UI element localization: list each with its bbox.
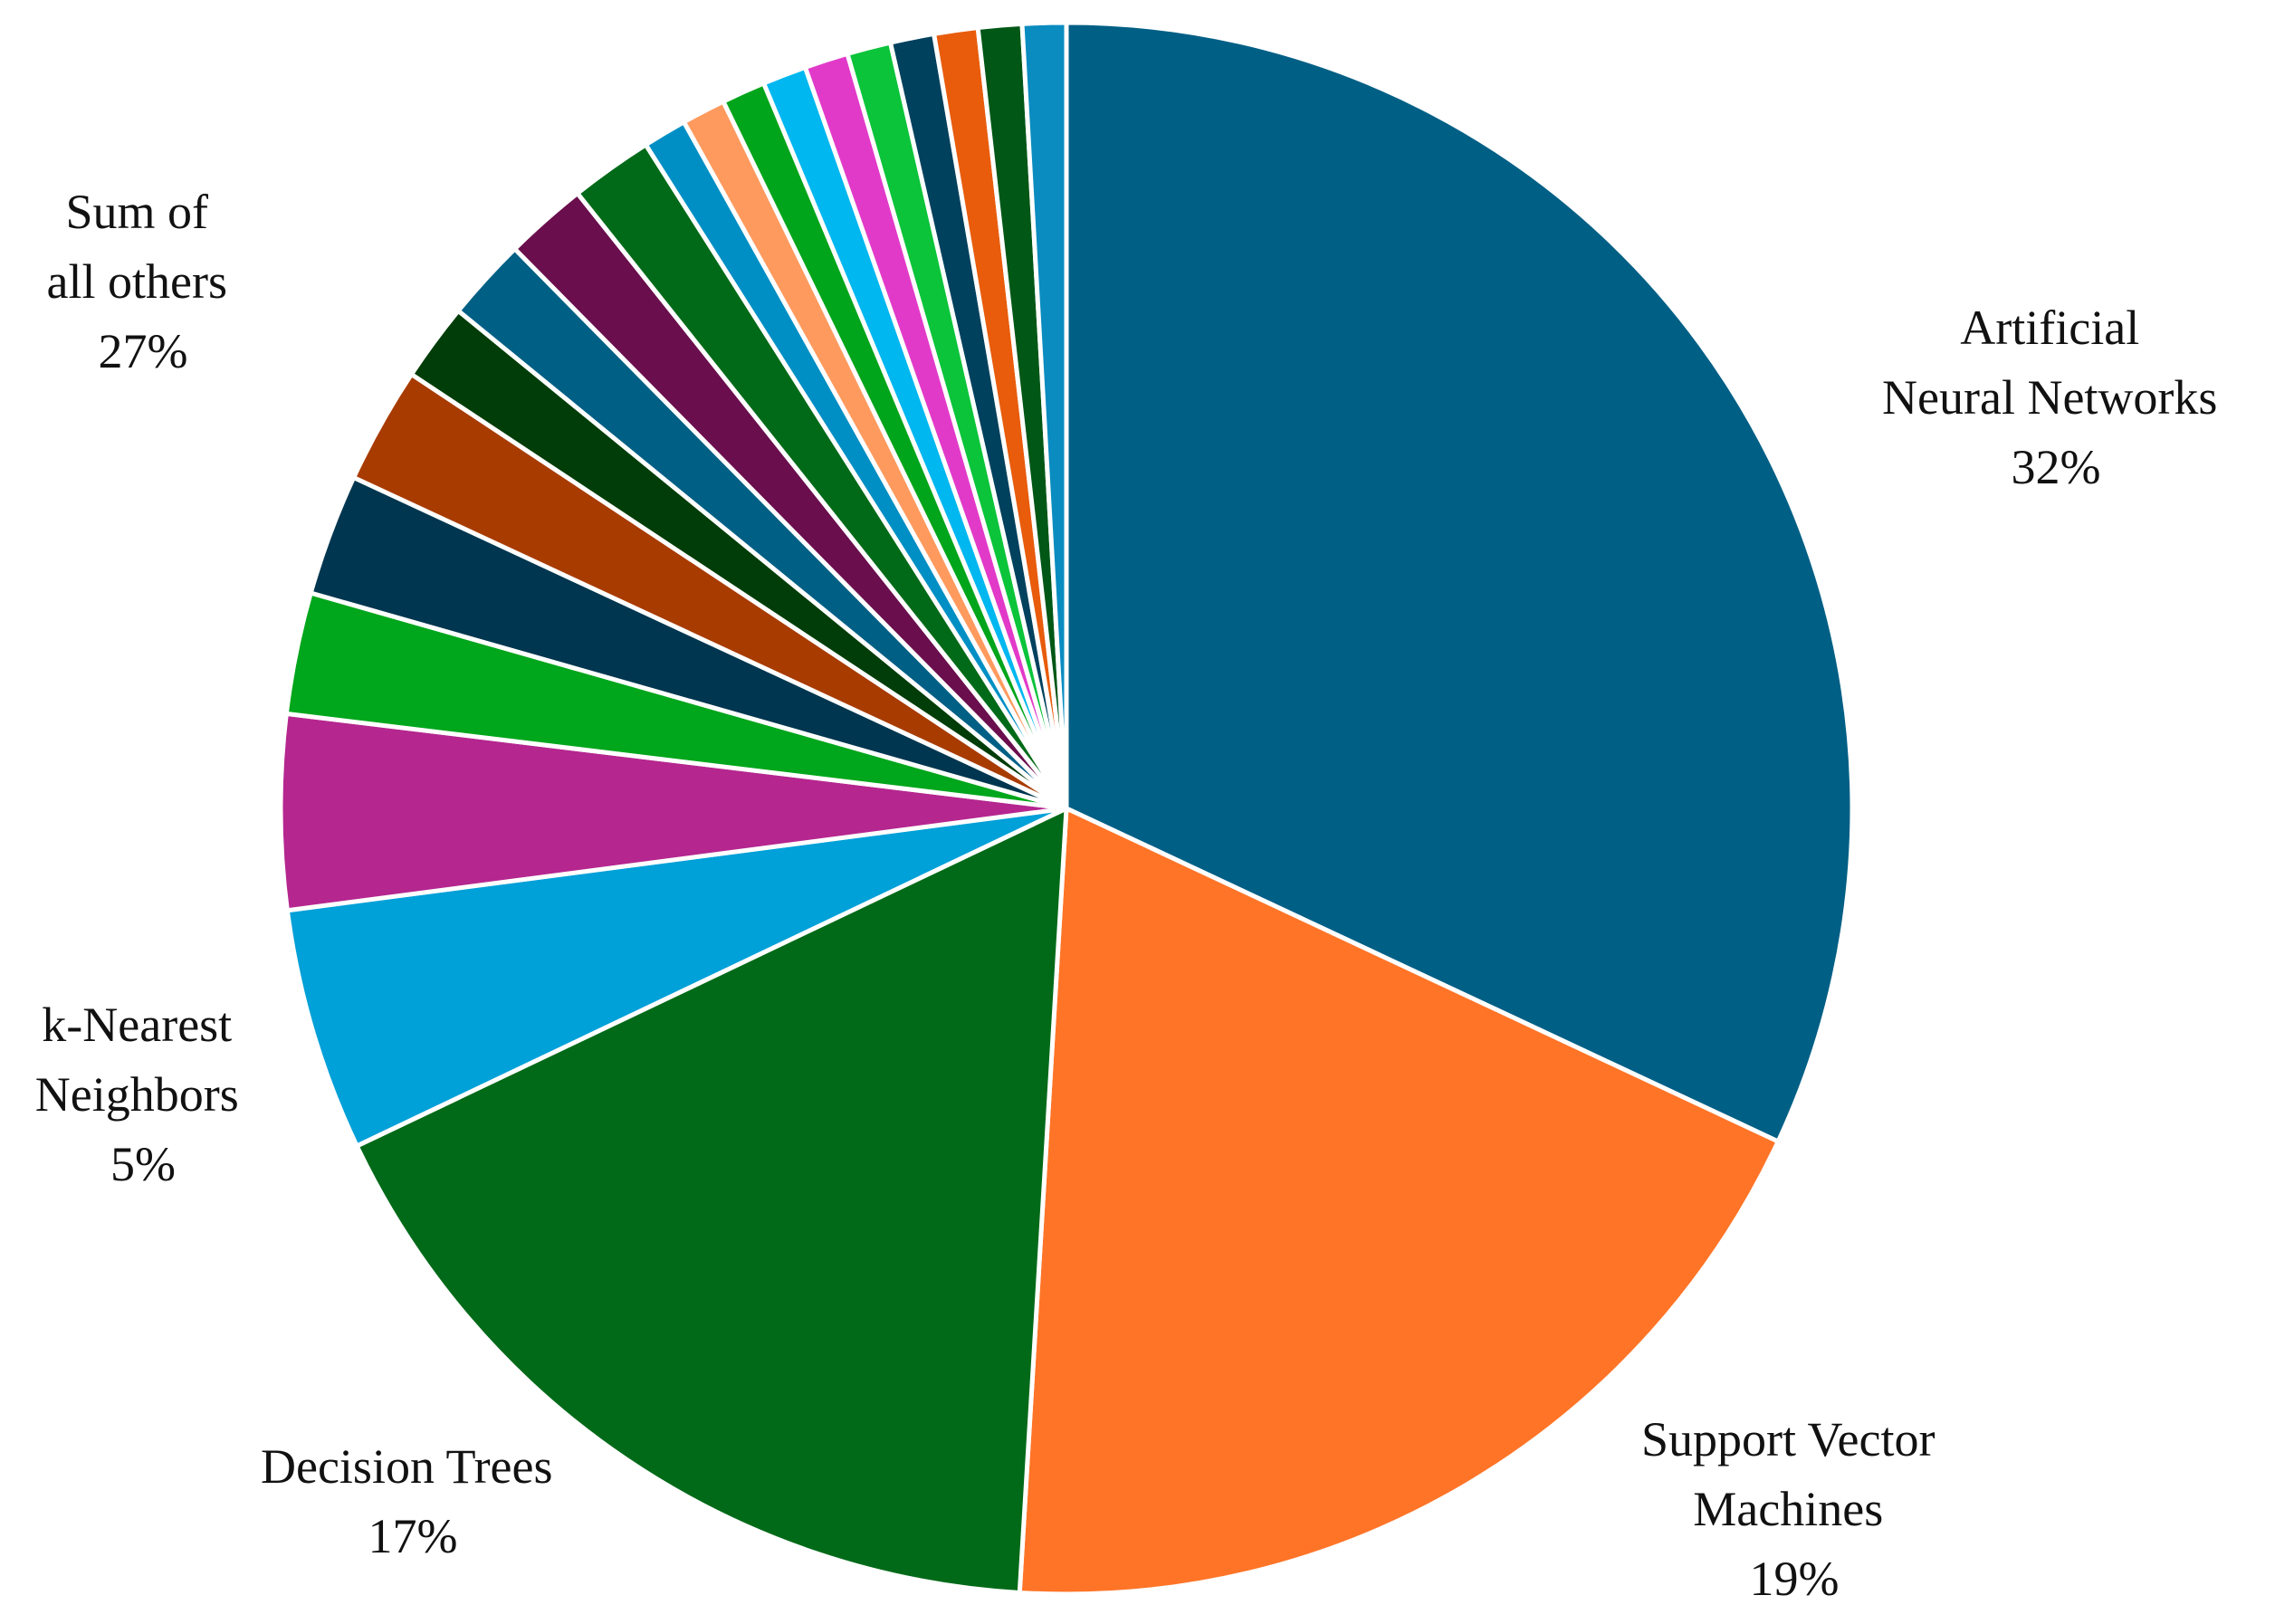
label-decision-trees: Decision Trees 17%	[261, 1439, 565, 1563]
pie-slice-k-nearest-neighbors	[284, 806, 1069, 1149]
pie-slice-artificial-neural-networks	[1064, 20, 1855, 1144]
pie-slice-other-21	[1019, 20, 1069, 811]
pie-slices	[278, 20, 1855, 1597]
label-support-vector-machines: Support Vector Machines 19%	[1641, 1412, 1947, 1606]
label-artificial-neural-networks: Artificial Neural Networks 32%	[1882, 301, 2230, 494]
pie-slice-support-vector-machines	[1017, 806, 1781, 1597]
label-k-nearest-neighbors: k-Nearest Neighbors 5%	[35, 998, 251, 1191]
label-sum-of-all-others: Sum of all others 27%	[47, 185, 240, 378]
pie-slice-decision-trees	[354, 806, 1069, 1595]
pie-slice-other-4	[278, 711, 1069, 913]
